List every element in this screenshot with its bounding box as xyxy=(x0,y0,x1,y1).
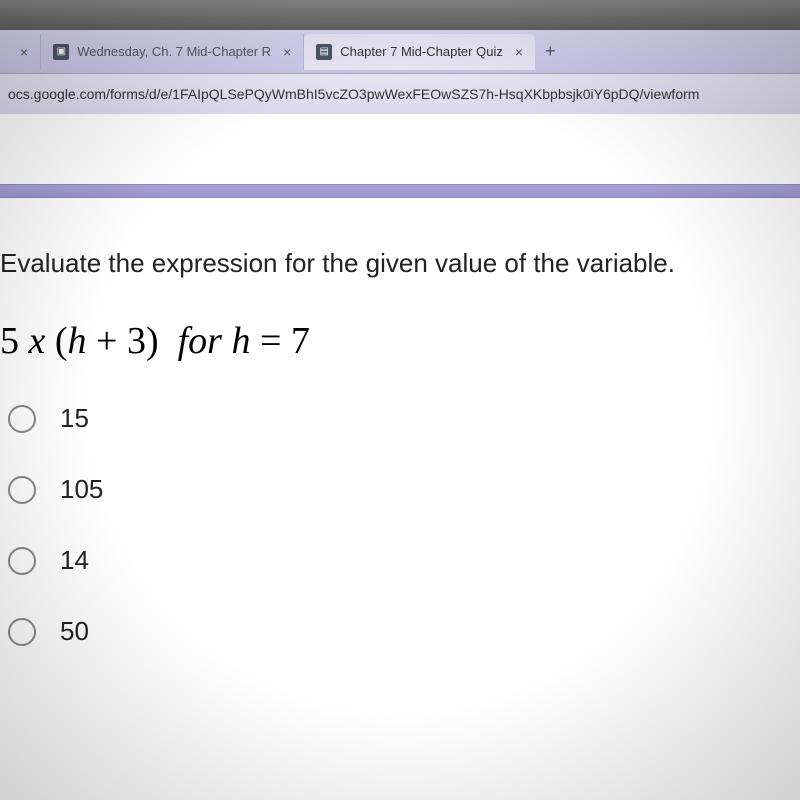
option-0[interactable]: 15 xyxy=(8,403,776,434)
option-label: 14 xyxy=(60,545,89,576)
radio-icon[interactable] xyxy=(8,547,36,575)
question-prompt: Evaluate the expression for the given va… xyxy=(0,248,776,279)
address-bar-row: ocs.google.com/forms/d/e/1FAIpQLSePQyWmB… xyxy=(0,74,800,114)
tab-2-active[interactable]: ▤ Chapter 7 Mid-Chapter Quiz × xyxy=(304,34,535,70)
tab-title: Wednesday, Ch. 7 Mid-Chapter R xyxy=(77,44,271,59)
form-question-card: Evaluate the expression for the given va… xyxy=(0,198,800,671)
option-label: 105 xyxy=(60,474,103,505)
page-content: Evaluate the expression for the given va… xyxy=(0,114,800,800)
option-1[interactable]: 105 xyxy=(8,474,776,505)
tab-strip: × ▣ Wednesday, Ch. 7 Mid-Chapter R × ▤ C… xyxy=(0,30,800,74)
option-2[interactable]: 14 xyxy=(8,545,776,576)
radio-icon[interactable] xyxy=(8,618,36,646)
option-label: 50 xyxy=(60,616,89,647)
radio-icon[interactable] xyxy=(8,476,36,504)
browser-window: × ▣ Wednesday, Ch. 7 Mid-Chapter R × ▤ C… xyxy=(0,30,800,800)
close-icon[interactable]: × xyxy=(515,44,523,60)
math-expression: 5 x (h + 3) for h = 7 xyxy=(0,319,776,363)
option-3[interactable]: 50 xyxy=(8,616,776,647)
close-icon[interactable]: × xyxy=(283,44,291,60)
form-header-stripe xyxy=(0,184,800,198)
doc-icon: ▣ xyxy=(53,44,69,60)
form-icon: ▤ xyxy=(316,44,332,60)
close-icon[interactable]: × xyxy=(20,44,28,60)
address-bar-text[interactable]: ocs.google.com/forms/d/e/1FAIpQLSePQyWmB… xyxy=(8,86,699,102)
answer-options: 15 105 14 50 xyxy=(0,403,776,647)
tab-0[interactable]: × xyxy=(4,34,41,70)
new-tab-button[interactable]: + xyxy=(535,41,566,62)
tab-1[interactable]: ▣ Wednesday, Ch. 7 Mid-Chapter R × xyxy=(41,34,304,70)
tab-title: Chapter 7 Mid-Chapter Quiz xyxy=(340,44,503,59)
option-label: 15 xyxy=(60,403,89,434)
radio-icon[interactable] xyxy=(8,405,36,433)
